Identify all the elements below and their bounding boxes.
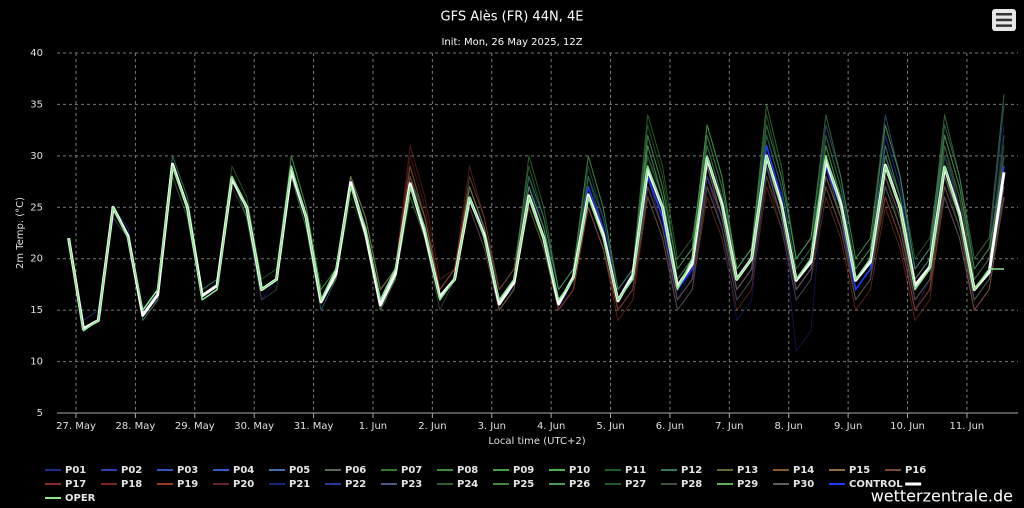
x-tick-label: 5. Jun [596,421,624,432]
x-tick-label: 31. May [294,421,334,432]
legend-label: P19 [177,479,198,490]
legend-label: P29 [737,479,758,490]
chart-title: GFS Alès (FR) 44N, 4E [441,10,584,25]
y-axis-title: 2m Temp. (°C) [15,197,26,269]
x-tick-label: 8. Jun [775,421,803,432]
legend-label: P21 [289,479,310,490]
legend-label: P08 [457,465,478,476]
legend-label: P01 [65,465,86,476]
x-tick-label: 3. Jun [478,421,506,432]
x-tick-label: 10. Jun [890,421,925,432]
legend-label: OPER [65,493,96,504]
legend-label: P17 [65,479,86,490]
legend: P01 P02 P03 P04 P05 P06 P07 P08 P09 P10 P11 P12 P13 P… [45,465,926,504]
legend-label: P02 [121,465,142,476]
menu-bar [996,18,1012,22]
legend-label: P25 [513,479,534,490]
menu-bar [996,24,1012,27]
x-tick-label: 2. Jun [418,421,446,432]
legend-label: P12 [681,465,702,476]
x-tick-label: 6. Jun [656,421,684,432]
x-tick-label: 29. May [175,421,215,432]
legend-label: P04 [233,465,254,476]
legend-label: P10 [569,465,590,476]
legend-label: P14 [793,465,814,476]
y-tick-label: 35 [30,99,43,110]
x-tick-label: 27. May [56,421,96,432]
legend-label: P06 [345,465,366,476]
legend-label: P30 [793,479,814,490]
legend-label: P28 [681,479,702,490]
x-tick-label: 1. Jun [359,421,387,432]
menu-button[interactable] [992,9,1016,31]
legend-label: P11 [625,465,646,476]
legend-label: P26 [569,479,590,490]
menu-bar [996,13,1012,16]
legend-label: CONTROL [849,479,903,490]
legend-label: P07 [401,465,422,476]
legend-label: P22 [345,479,366,490]
legend-label: P20 [233,479,254,490]
legend-label: P27 [625,479,646,490]
watermark: wetterzentrale.de [871,487,1013,506]
series-line [67,155,1004,332]
y-tick-label: 25 [30,202,43,213]
x-axis-title: Local time (UTC+2) [488,436,585,447]
x-tick-label: 11. Jun [950,421,985,432]
legend-label: P23 [401,479,422,490]
legend-label: P18 [121,479,142,490]
y-tick-label: 40 [30,48,43,59]
y-tick-label: 10 [30,357,43,368]
x-tick-label: 9. Jun [834,421,862,432]
legend-label: P16 [905,465,926,476]
y-tick-label: 15 [30,305,43,316]
y-tick-label: 30 [30,151,43,162]
legend-label: P24 [457,479,478,490]
y-tick-label: 5 [37,408,43,419]
legend-label: P03 [177,465,198,476]
x-tick-label: 28. May [116,421,156,432]
y-tick-label: 20 [30,254,43,265]
plot-area [57,52,1018,418]
x-tick-label: 30. May [234,421,274,432]
x-tick-label: 4. Jun [537,421,565,432]
chart-subtitle: Init: Mon, 26 May 2025, 12Z [441,37,582,48]
legend-label: P13 [737,465,758,476]
legend-label: P05 [289,465,310,476]
legend-label: P09 [513,465,534,476]
legend-label: P15 [849,465,870,476]
x-tick-label: 7. Jun [715,421,743,432]
